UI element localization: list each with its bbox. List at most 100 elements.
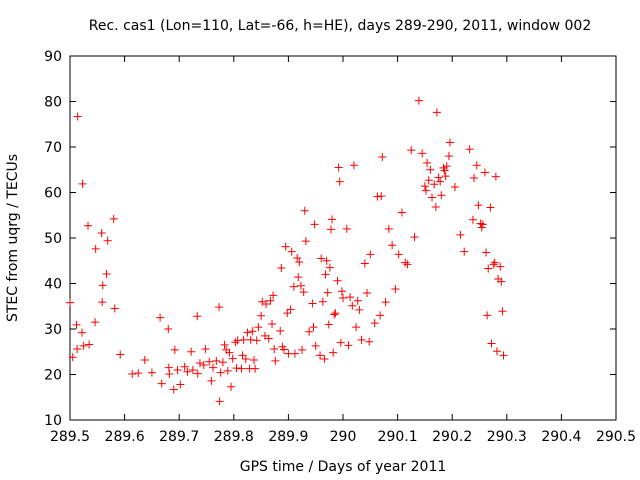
data-point bbox=[254, 323, 263, 332]
x-tick-label: 289.5 bbox=[50, 429, 90, 445]
data-point bbox=[391, 284, 400, 293]
data-point bbox=[431, 203, 440, 212]
data-point bbox=[195, 359, 204, 368]
data-point bbox=[286, 305, 295, 314]
data-point bbox=[237, 364, 246, 373]
data-point bbox=[193, 312, 202, 321]
y-tick-label: 20 bbox=[44, 368, 62, 384]
data-point bbox=[109, 214, 118, 223]
data-point bbox=[482, 248, 491, 257]
data-point bbox=[487, 339, 496, 348]
data-point bbox=[468, 215, 477, 224]
data-point bbox=[239, 335, 248, 344]
data-point bbox=[378, 153, 387, 162]
data-point bbox=[377, 192, 386, 201]
data-point bbox=[498, 307, 507, 316]
data-point bbox=[180, 362, 189, 371]
data-point bbox=[337, 287, 346, 296]
data-point bbox=[427, 193, 436, 202]
data-point bbox=[68, 353, 77, 362]
data-point bbox=[243, 328, 252, 337]
data-point bbox=[480, 168, 489, 177]
data-point bbox=[336, 338, 345, 347]
data-point bbox=[440, 166, 449, 175]
data-point bbox=[295, 258, 304, 267]
x-tick-label: 290.1 bbox=[378, 429, 418, 445]
x-tick-label: 290 bbox=[330, 429, 357, 445]
data-point bbox=[103, 236, 112, 245]
data-point bbox=[381, 298, 390, 307]
data-point bbox=[250, 355, 259, 364]
data-point bbox=[140, 355, 149, 364]
data-point bbox=[432, 108, 441, 117]
data-point bbox=[333, 276, 342, 285]
data-point bbox=[73, 345, 82, 354]
data-point bbox=[270, 345, 279, 354]
x-tick-label: 289.6 bbox=[105, 429, 145, 445]
data-point bbox=[311, 341, 320, 350]
data-point bbox=[193, 369, 202, 378]
data-point bbox=[357, 335, 366, 344]
data-point bbox=[188, 365, 197, 374]
data-point bbox=[277, 264, 286, 273]
x-axis-label: GPS time / Days of year 2011 bbox=[240, 459, 447, 475]
data-point bbox=[201, 345, 210, 354]
data-point bbox=[363, 289, 372, 298]
data-point bbox=[414, 96, 423, 105]
data-point bbox=[290, 349, 299, 358]
data-point bbox=[294, 273, 303, 282]
data-point bbox=[321, 270, 330, 279]
data-point bbox=[477, 223, 486, 232]
data-point bbox=[78, 179, 87, 188]
data-point bbox=[248, 327, 257, 336]
data-point bbox=[496, 262, 505, 271]
data-point bbox=[478, 220, 487, 229]
data-point bbox=[324, 320, 333, 329]
y-tick-label: 70 bbox=[44, 140, 62, 156]
data-point bbox=[346, 293, 355, 302]
data-point bbox=[134, 369, 143, 378]
data-point bbox=[220, 340, 229, 349]
data-point bbox=[276, 326, 285, 335]
x-tick-label: 289.8 bbox=[214, 429, 254, 445]
data-point bbox=[308, 299, 317, 308]
data-point bbox=[280, 345, 289, 354]
x-tick-label: 289.7 bbox=[159, 429, 199, 445]
data-point bbox=[116, 350, 125, 359]
data-point bbox=[366, 250, 375, 259]
data-point bbox=[476, 219, 485, 228]
data-point bbox=[410, 233, 419, 242]
data-point bbox=[238, 351, 247, 360]
data-point bbox=[441, 172, 450, 181]
data-point bbox=[489, 260, 498, 269]
data-point bbox=[164, 325, 173, 333]
data-point bbox=[376, 311, 385, 320]
data-point bbox=[147, 368, 156, 377]
data-point bbox=[199, 360, 208, 369]
data-point bbox=[348, 301, 357, 310]
data-point bbox=[97, 228, 106, 237]
data-point bbox=[110, 304, 119, 313]
data-point bbox=[209, 363, 218, 372]
data-point bbox=[320, 355, 329, 364]
data-point bbox=[187, 347, 196, 356]
data-point bbox=[281, 242, 290, 251]
data-point bbox=[299, 288, 308, 297]
data-point bbox=[370, 319, 379, 328]
data-point bbox=[262, 299, 271, 308]
data-point bbox=[283, 309, 292, 318]
data-point bbox=[317, 254, 326, 263]
data-point bbox=[157, 379, 166, 388]
data-point bbox=[499, 351, 508, 360]
data-point bbox=[490, 258, 499, 267]
y-tick-label: 60 bbox=[44, 186, 62, 202]
data-point bbox=[330, 310, 339, 319]
data-point bbox=[423, 158, 432, 167]
data-point bbox=[98, 298, 107, 307]
data-point bbox=[353, 296, 362, 305]
data-point bbox=[128, 370, 137, 379]
data-point bbox=[264, 334, 273, 343]
x-tick-label: 289.9 bbox=[268, 429, 308, 445]
data-point bbox=[79, 341, 88, 350]
